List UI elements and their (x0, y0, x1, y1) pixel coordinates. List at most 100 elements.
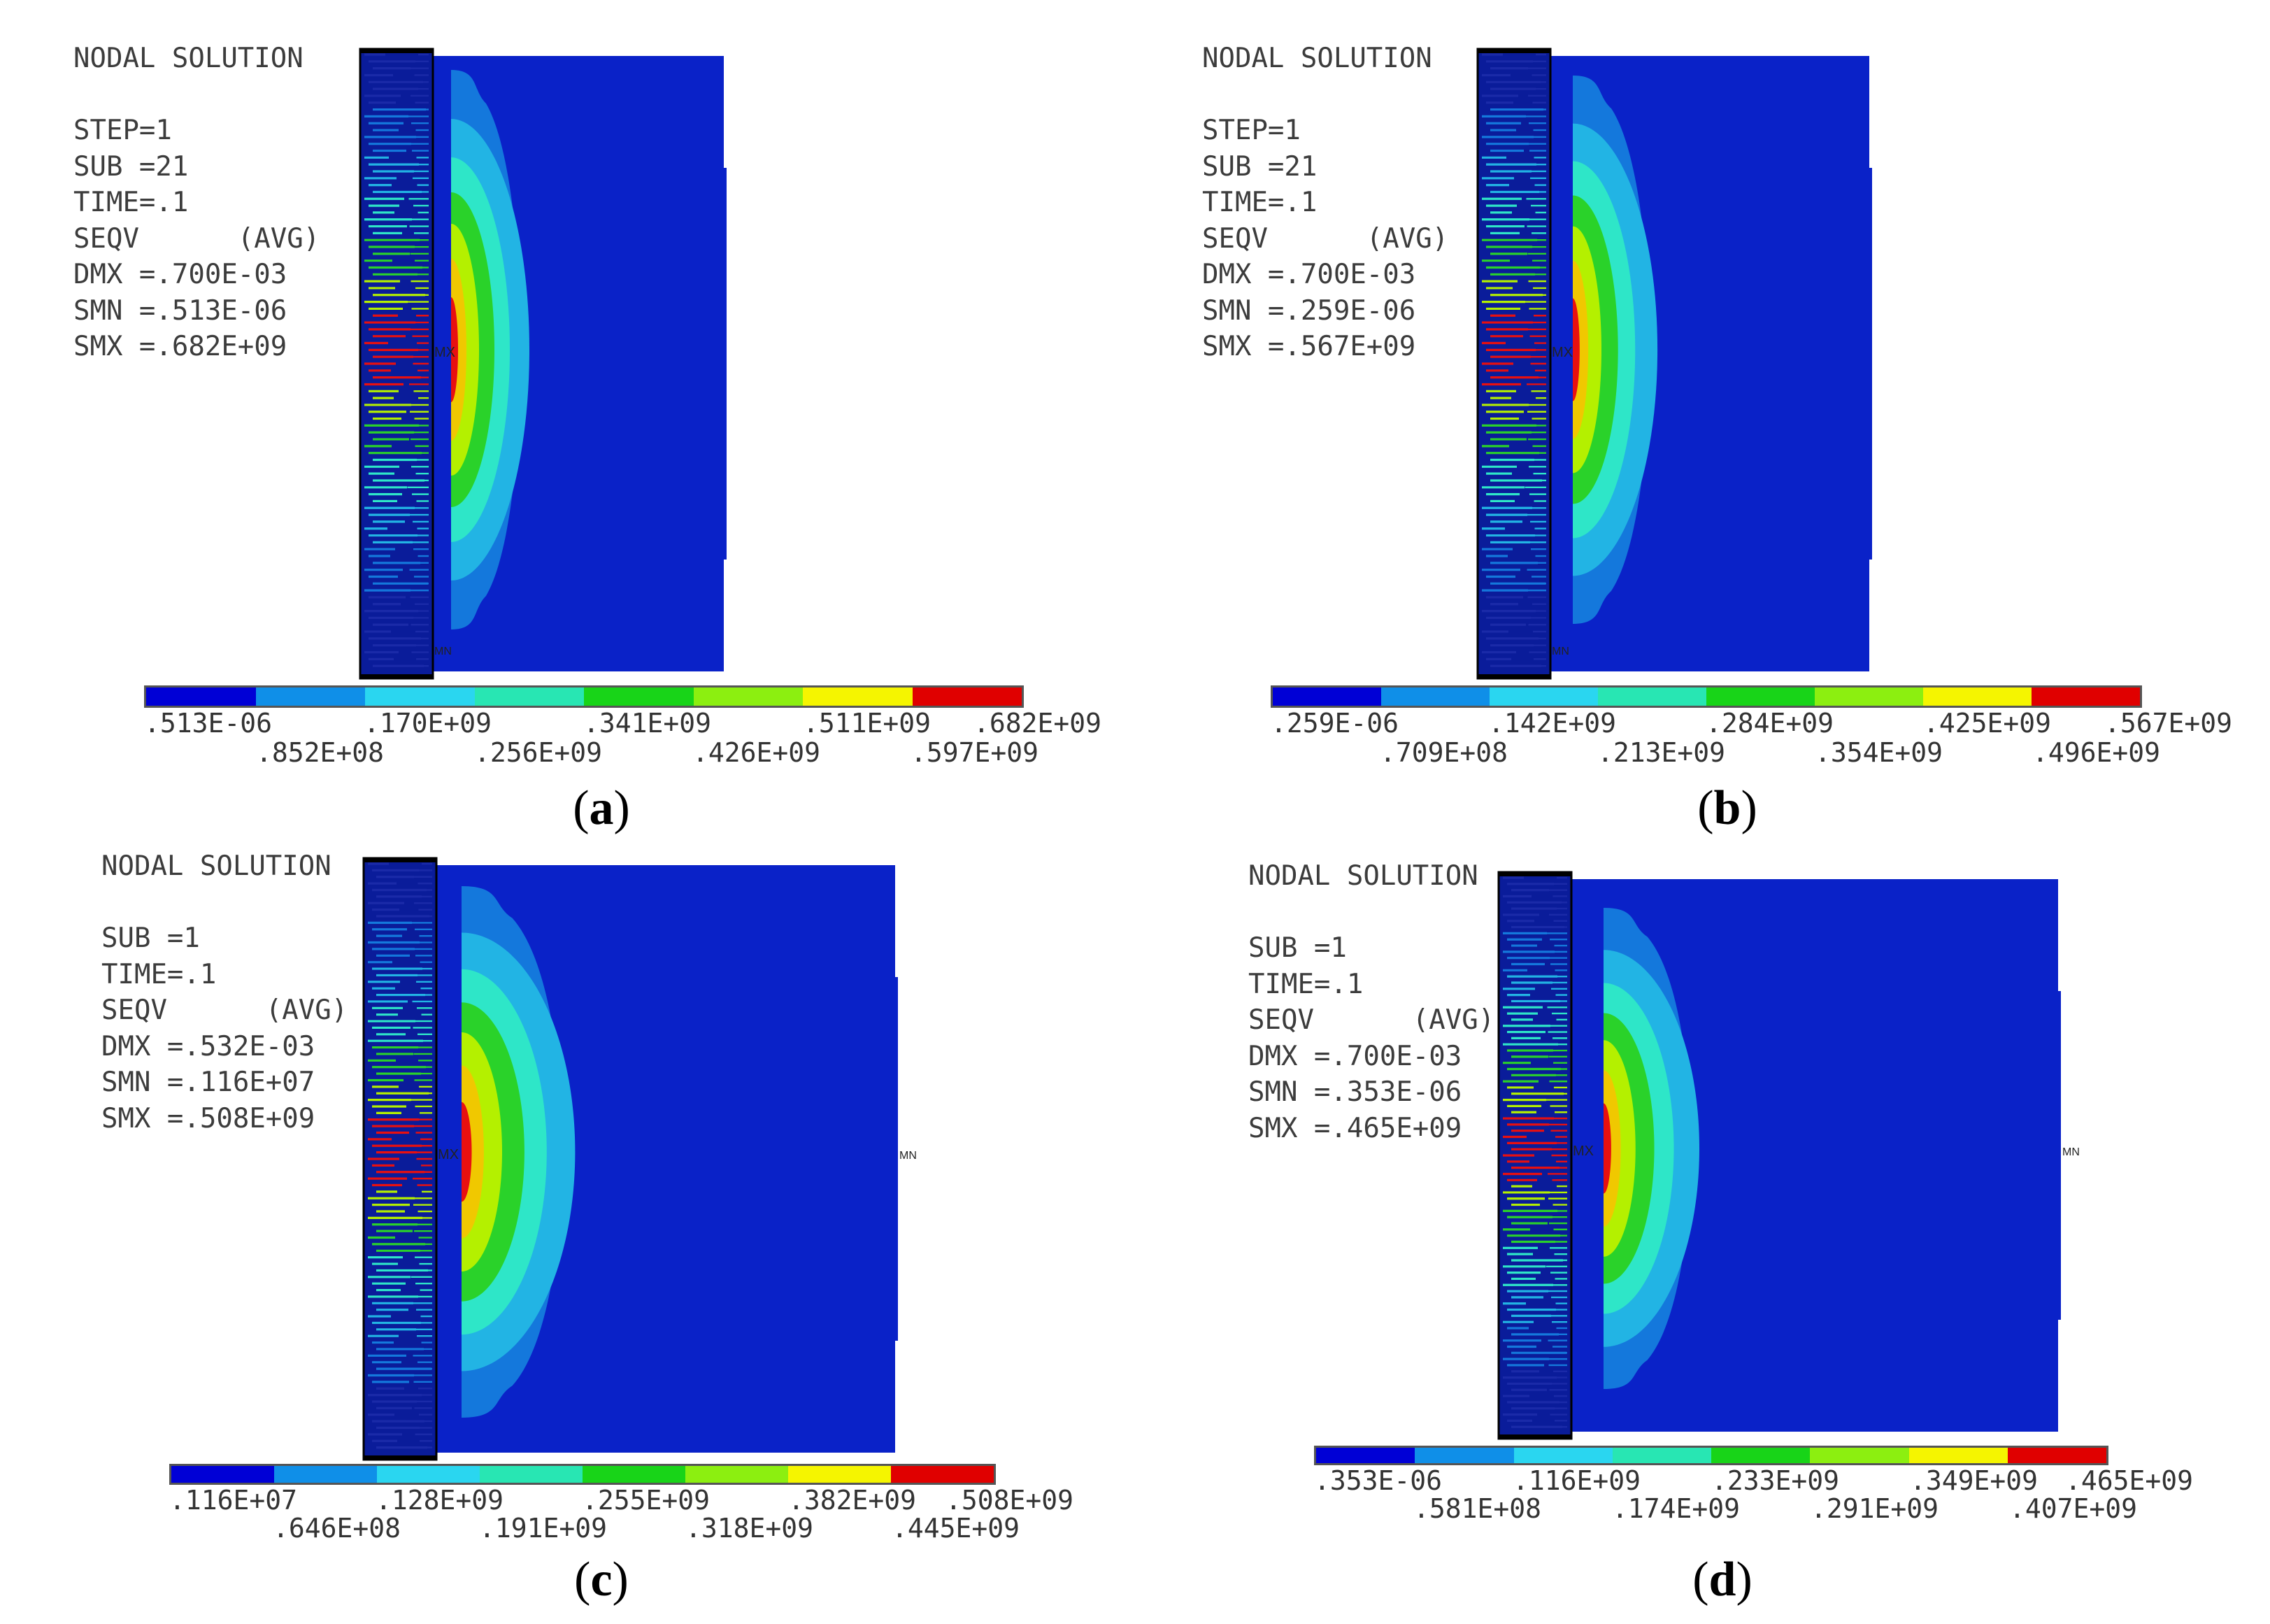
min-stress-marker: MN (1552, 646, 1569, 657)
colorbar (1314, 1446, 2108, 1465)
colorbar-segment (1513, 1448, 1613, 1463)
colorbar-label-top-2: .142E+09 (1488, 708, 1617, 739)
colorbar-label-top-3: .255E+09 (582, 1485, 711, 1516)
colorbar-label-top-4: .349E+09 (1910, 1465, 2039, 1496)
colorbar-segment (1598, 688, 1706, 706)
colorbar (169, 1464, 996, 1485)
stress-contours (1604, 908, 1699, 1389)
gear-ring-bottom-edge (1499, 1434, 1571, 1439)
colorbar-segment (1923, 688, 2032, 706)
colorbar-label-top-1: .116E+07 (169, 1485, 298, 1516)
solution-info-text: NODAL SOLUTION SUB =1 TIME=.1 SEQV (AVG)… (101, 850, 348, 1134)
colorbar-segment (365, 688, 475, 706)
colorbar (1271, 685, 2142, 708)
gear-ring-top-edge (1478, 49, 1550, 53)
colorbar-label-top-1: .259E-06 (1271, 708, 1399, 739)
colorbar-label-top-3: .233E+09 (1711, 1465, 1840, 1496)
colorbar-label-top-3: .341E+09 (583, 708, 712, 739)
gear-teeth (1482, 53, 1546, 667)
colorbar-segment (1273, 688, 1381, 706)
colorbar-label-top-5: .567E+09 (2104, 708, 2233, 739)
colorbar-label-top-2: .128E+09 (376, 1485, 504, 1516)
colorbar-label-bottom-2: .256E+09 (474, 737, 603, 768)
solution-info-text: NODAL SOLUTION STEP=1 SUB =21 TIME=.1 SE… (1202, 43, 1449, 362)
min-stress-marker: MN (434, 646, 452, 657)
colorbar-segment (584, 688, 694, 706)
colorbar-segment (1415, 1448, 1514, 1463)
colorbar-segment (274, 1466, 377, 1483)
stress-contour-band (451, 259, 466, 441)
stress-contour-plot: MX MN (362, 857, 917, 1461)
colorbar-segment (2007, 1448, 2106, 1463)
colorbar-segment (891, 1466, 994, 1483)
stress-contour-band (1604, 1103, 1611, 1194)
colorbar-label-bottom-1: .852E+08 (256, 737, 385, 768)
stress-contours (462, 886, 576, 1418)
colorbar-segment (1815, 688, 1923, 706)
stress-contour-band (451, 297, 458, 402)
cylinder-edge (722, 168, 727, 560)
colorbar-label-bottom-4: .597E+09 (911, 737, 1039, 768)
max-stress-marker: MX (438, 1147, 459, 1162)
colorbar-segment (1908, 1448, 2008, 1463)
colorbar-segment (377, 1466, 480, 1483)
panel-d: NODAL SOLUTION SUB =1 TIME=.1 SEQV (AVG)… (1135, 812, 2270, 1624)
colorbar-label-top-4: .511E+09 (803, 708, 931, 739)
solution-info-text: NODAL SOLUTION SUB =1 TIME=.1 SEQV (AVG)… (1248, 860, 1495, 1144)
stress-contour-band (1573, 260, 1589, 439)
stress-contours (451, 70, 529, 629)
colorbar-label-bottom-2: .174E+09 (1612, 1493, 1741, 1524)
gear-ring-top-edge (364, 858, 436, 862)
stress-contour-plot: MX MN (1476, 48, 1872, 680)
colorbar-segment (693, 688, 803, 706)
panel-c: NODAL SOLUTION SUB =1 TIME=.1 SEQV (AVG)… (0, 812, 1135, 1624)
colorbar-label-top-2: .116E+09 (1513, 1465, 1641, 1496)
panel-caption: (d) (1692, 1553, 1753, 1607)
colorbar-label-bottom-3: .354E+09 (1815, 737, 1943, 768)
colorbar-label-bottom-3: .426E+09 (692, 737, 821, 768)
colorbar-label-bottom-2: .213E+09 (1597, 737, 1726, 768)
stress-contour-band (1573, 298, 1580, 401)
cylinder-edge (1868, 168, 1872, 560)
max-stress-marker: MX (1573, 1144, 1594, 1159)
gear-ring-bottom-edge (364, 1455, 436, 1460)
colorbar-label-top-5: .508E+09 (945, 1485, 1074, 1516)
min-stress-marker: MN (899, 1150, 917, 1162)
colorbar-segment (255, 688, 365, 706)
stress-contour-band (462, 1065, 484, 1239)
colorbar-label-top-3: .284E+09 (1706, 708, 1834, 739)
colorbar-label-bottom-3: .291E+09 (1811, 1493, 1939, 1524)
colorbar-label-top-4: .382E+09 (788, 1485, 917, 1516)
gear-ring-bottom-edge (1478, 674, 1550, 678)
colorbar-segment (1490, 688, 1598, 706)
colorbar-label-bottom-2: .191E+09 (479, 1513, 608, 1544)
colorbar-label-top-4: .425E+09 (1923, 708, 2052, 739)
colorbar-segment (788, 1466, 891, 1483)
cylinder-edge (2057, 991, 2061, 1320)
colorbar-segment (583, 1466, 685, 1483)
colorbar-label-bottom-1: .709E+08 (1380, 737, 1508, 768)
gear-teeth (364, 53, 429, 667)
colorbar-label-bottom-1: .581E+08 (1413, 1493, 1542, 1524)
colorbar-segment (803, 688, 913, 706)
stress-contour-plot: MX MN (1497, 871, 2080, 1440)
panel-caption: (c) (574, 1553, 629, 1607)
stress-contours (1573, 75, 1658, 624)
panel-caption: (a) (573, 781, 630, 835)
min-stress-marker: MN (2062, 1146, 2080, 1158)
max-stress-marker: MX (1552, 345, 1573, 360)
gear-teeth (368, 862, 432, 1449)
colorbar-label-top-2: .170E+09 (364, 708, 492, 739)
colorbar-label-top-1: .513E-06 (144, 708, 273, 739)
panel-caption: (b) (1697, 781, 1757, 835)
colorbar-segment (1316, 1448, 1415, 1463)
colorbar-segment (1706, 688, 1815, 706)
colorbar-segment (1612, 1448, 1711, 1463)
colorbar-segment (1381, 688, 1490, 706)
colorbar-label-bottom-4: .445E+09 (892, 1513, 1020, 1544)
colorbar-segment (2032, 688, 2140, 706)
colorbar-label-top-5: .465E+09 (2065, 1465, 2194, 1496)
colorbar (144, 685, 1024, 708)
colorbar-segment (171, 1466, 274, 1483)
colorbar-label-bottom-4: .407E+09 (2009, 1493, 2138, 1524)
